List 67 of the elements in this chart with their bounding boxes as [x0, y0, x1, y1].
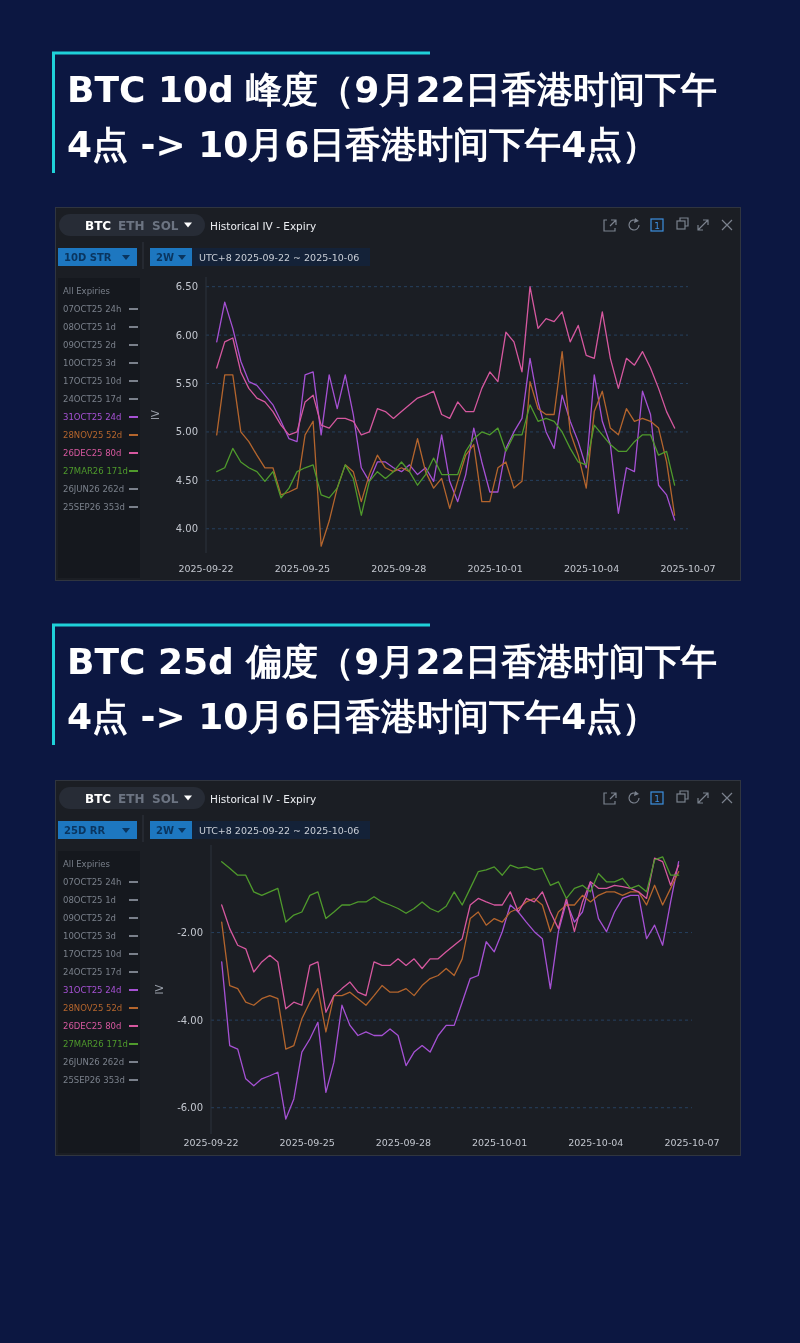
legend-label: 26JUN26 262d [63, 1057, 125, 1067]
x-tick-label: 2025-09-28 [371, 563, 427, 574]
chart-title: BTC 10d 峰度（9月22日香港时间下午4点 -> 10月6日香港时间下午4点） [67, 68, 719, 167]
legend-title: All Expiries [63, 286, 111, 296]
legend-label: 10OCT25 3d [63, 931, 116, 941]
legend-label: 07OCT25 24h [63, 304, 122, 314]
y-tick-label: 6.50 [175, 281, 198, 293]
text: Historical IV - Expiry [210, 792, 317, 805]
x-tick-label: 2025-10-04 [568, 1137, 624, 1148]
legend-label: 17OCT25 10d [63, 949, 122, 959]
text: UTC+8 2025-09-22 ~ 2025-10-06 [199, 251, 360, 263]
text: 1 [654, 793, 660, 804]
text: BTC [85, 791, 112, 806]
text: SOL [152, 218, 179, 233]
x-tick-label: 2025-10-04 [563, 563, 620, 574]
y-tick-label: -6.00 [177, 1102, 203, 1114]
text: ETH [118, 791, 145, 806]
chart-title: BTC 25d 偏度（9月22日香港时间下午4点 -> 10月6日香港时间下午4点） [67, 640, 719, 739]
text: 2W [156, 824, 174, 836]
text: 25D RR [64, 824, 106, 836]
legend-label: 07OCT25 24h [63, 877, 122, 887]
text: 2W [156, 251, 174, 263]
legend-title: All Expiries [63, 859, 111, 869]
x-tick-label: 2025-10-01 [467, 563, 523, 574]
legend-label: 25SEP26 353d [63, 1075, 125, 1085]
legend-label: 26DEC25 80d [63, 448, 122, 458]
legend-label: 31OCT25 24d [63, 985, 122, 995]
y-axis-title: IV [154, 984, 165, 995]
x-tick-label: 2025-09-25 [279, 1137, 335, 1148]
text: ETH [118, 218, 145, 233]
legend-label: 31OCT25 24d [63, 412, 122, 422]
legend-label: 09OCT25 2d [63, 340, 116, 350]
x-tick-label: 2025-10-01 [471, 1137, 528, 1148]
legend-label: 08OCT25 1d [63, 895, 116, 905]
y-tick-label: 6.00 [175, 329, 198, 341]
text: BTC [85, 218, 112, 233]
legend-label: 10OCT25 3d [63, 358, 116, 368]
legend-label: 08OCT25 1d [63, 322, 116, 332]
y-tick-label: -4.00 [177, 1014, 203, 1026]
legend-label: 17OCT25 10d [63, 376, 122, 386]
x-tick-label: 2025-09-28 [375, 1137, 432, 1148]
legend-label: 27MAR26 171d [63, 466, 129, 476]
text: UTC+8 2025-09-22 ~ 2025-10-06 [199, 824, 360, 836]
legend-label: 28NOV25 52d [63, 430, 123, 440]
text: Historical IV - Expiry [210, 219, 317, 232]
x-tick-label: 2025-09-22 [178, 563, 234, 574]
y-tick-label: 5.00 [175, 426, 198, 438]
y-axis-title: IV [150, 409, 161, 420]
text: 1 [654, 220, 660, 231]
x-tick-label: 2025-09-25 [274, 563, 331, 574]
y-tick-label: 4.50 [175, 474, 198, 486]
x-tick-label: 2025-10-07 [664, 1137, 720, 1148]
legend-label: 09OCT25 2d [63, 913, 116, 923]
x-tick-label: 2025-10-07 [660, 563, 716, 574]
y-tick-label: 5.50 [175, 378, 198, 390]
legend-label: 25SEP26 353d [63, 502, 125, 512]
legend-label: 27MAR26 171d [63, 1039, 129, 1049]
y-tick-label: 4.00 [175, 523, 198, 535]
x-tick-label: 2025-09-22 [183, 1137, 239, 1148]
y-tick-label: -2.00 [177, 927, 203, 939]
text: 10D STR [64, 251, 112, 263]
legend-label: 26DEC25 80d [63, 1021, 122, 1031]
legend-label: 28NOV25 52d [63, 1003, 123, 1013]
legend-label: 26JUN26 262d [63, 484, 125, 494]
legend-label: 24OCT25 17d [63, 967, 122, 977]
legend-label: 24OCT25 17d [63, 394, 122, 404]
text: SOL [152, 791, 179, 806]
